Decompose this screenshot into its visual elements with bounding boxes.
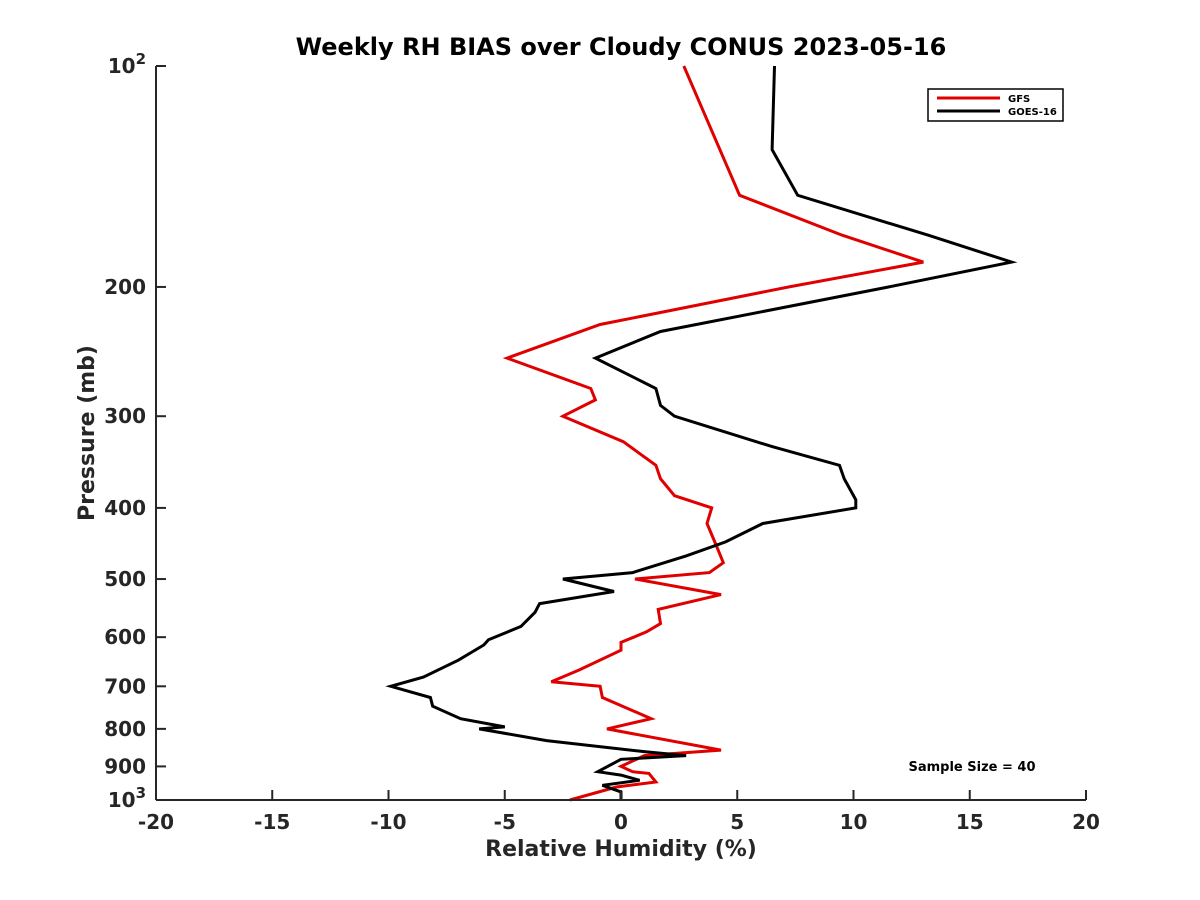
y-tick-label-base: 600	[104, 625, 146, 649]
y-tick-label: 200	[104, 275, 146, 299]
chart-legend: GFS GOES-16	[927, 88, 1064, 122]
x-tick-label: 5	[730, 810, 744, 834]
y-tick-label-base: 700	[104, 674, 146, 698]
y-tick-label: 500	[104, 567, 146, 591]
legend-label-goes-16: GOES-16	[1008, 107, 1057, 118]
x-tick-label: 10	[840, 810, 868, 834]
y-tick-label-base: 10	[108, 788, 136, 812]
x-tick-label: -15	[254, 810, 290, 834]
x-tick-label: 0	[614, 810, 628, 834]
x-axis-title: Relative Humidity (%)	[485, 837, 757, 862]
y-tick-label-base: 300	[104, 404, 146, 428]
x-tick-label: -10	[370, 810, 406, 834]
legend-box	[927, 88, 1064, 122]
y-tick-label: 300	[104, 404, 146, 428]
y-tick-label-base: 900	[104, 754, 146, 778]
x-tick-label: -5	[494, 810, 516, 834]
y-axis-title: Pressure (mb)	[75, 345, 100, 521]
series-layer	[385, 65, 1018, 802]
chart-title: Weekly RH BIAS over Cloudy CONUS 2023-05…	[296, 33, 947, 61]
y-tick-label: 103	[108, 784, 146, 812]
legend-label-gfs: GFS	[1008, 94, 1030, 105]
series-line-goes-16	[385, 65, 1018, 800]
y-tick-label-base: 500	[104, 567, 146, 591]
y-tick-label-base: 800	[104, 717, 146, 741]
y-tick-label: 600	[104, 625, 146, 649]
y-tick-label: 800	[104, 717, 146, 741]
y-tick-label: 400	[104, 496, 146, 520]
x-axis-ticks: -20 -15 -10 -5 0 5 10 15 20	[138, 790, 1100, 834]
y-tick-label-exponent: 2	[136, 50, 146, 68]
y-tick-label-base: 200	[104, 275, 146, 299]
y-tick-label: 102	[108, 50, 146, 78]
y-tick-label: 700	[104, 674, 146, 698]
y-tick-label: 900	[104, 754, 146, 778]
x-tick-label: -20	[138, 810, 174, 834]
y-tick-label-base: 10	[108, 54, 136, 78]
sample-size-annotation: Sample Size = 40	[908, 760, 1035, 775]
x-tick-label: 15	[956, 810, 984, 834]
series-line-gfs	[502, 65, 924, 802]
x-tick-label: 20	[1072, 810, 1100, 834]
y-tick-label-exponent: 3	[136, 784, 146, 802]
y-tick-label-base: 400	[104, 496, 146, 520]
